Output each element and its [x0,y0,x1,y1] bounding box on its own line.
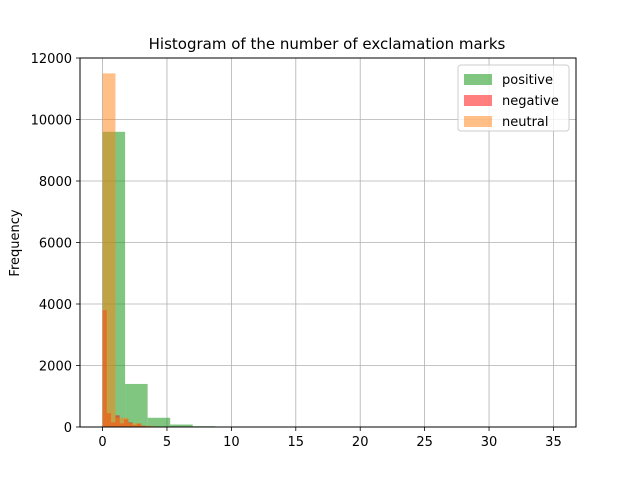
legend-swatch-neutral [464,116,492,127]
y-tick-label: 10000 [31,114,72,129]
legend-label-negative: negative [502,94,559,109]
x-tick-label: 20 [352,435,369,450]
bar-positive [170,424,193,427]
y-tick-label: 0 [64,421,72,436]
legend-swatch-positive [464,74,492,85]
x-tick-label: 15 [288,435,305,450]
legend-label-neutral: neutral [502,115,549,130]
x-tick-label: 30 [481,435,498,450]
legend-swatch-negative [464,95,492,106]
y-tick-label: 4000 [39,298,72,313]
x-tick-label: 5 [163,435,171,450]
chart-title: Histogram of the number of exclamation m… [149,35,506,53]
x-tick-label: 10 [223,435,240,450]
bar-neutral [128,423,142,427]
x-tick-label: 25 [416,435,433,450]
y-tick-label: 6000 [39,237,72,252]
y-tick-label: 12000 [31,52,72,67]
y-axis-label: Frequency [8,209,23,276]
x-tick-label: 0 [98,435,106,450]
axis-ticks: 0 5 10 15 20 25 30 35 0 2000 4000 6000 8000 10000 1200… [31,52,562,450]
bar-positive [125,383,148,427]
bar-neutral [141,425,155,427]
y-tick-label: 2000 [39,360,72,375]
legend-label-positive: positive [502,73,553,88]
legend: positive negative neutral [457,64,570,132]
bar-neutral [115,417,129,427]
x-tick-label: 35 [545,435,562,450]
bar-neutral [102,73,116,427]
y-tick-label: 8000 [39,175,72,190]
bar-positive [147,417,171,427]
